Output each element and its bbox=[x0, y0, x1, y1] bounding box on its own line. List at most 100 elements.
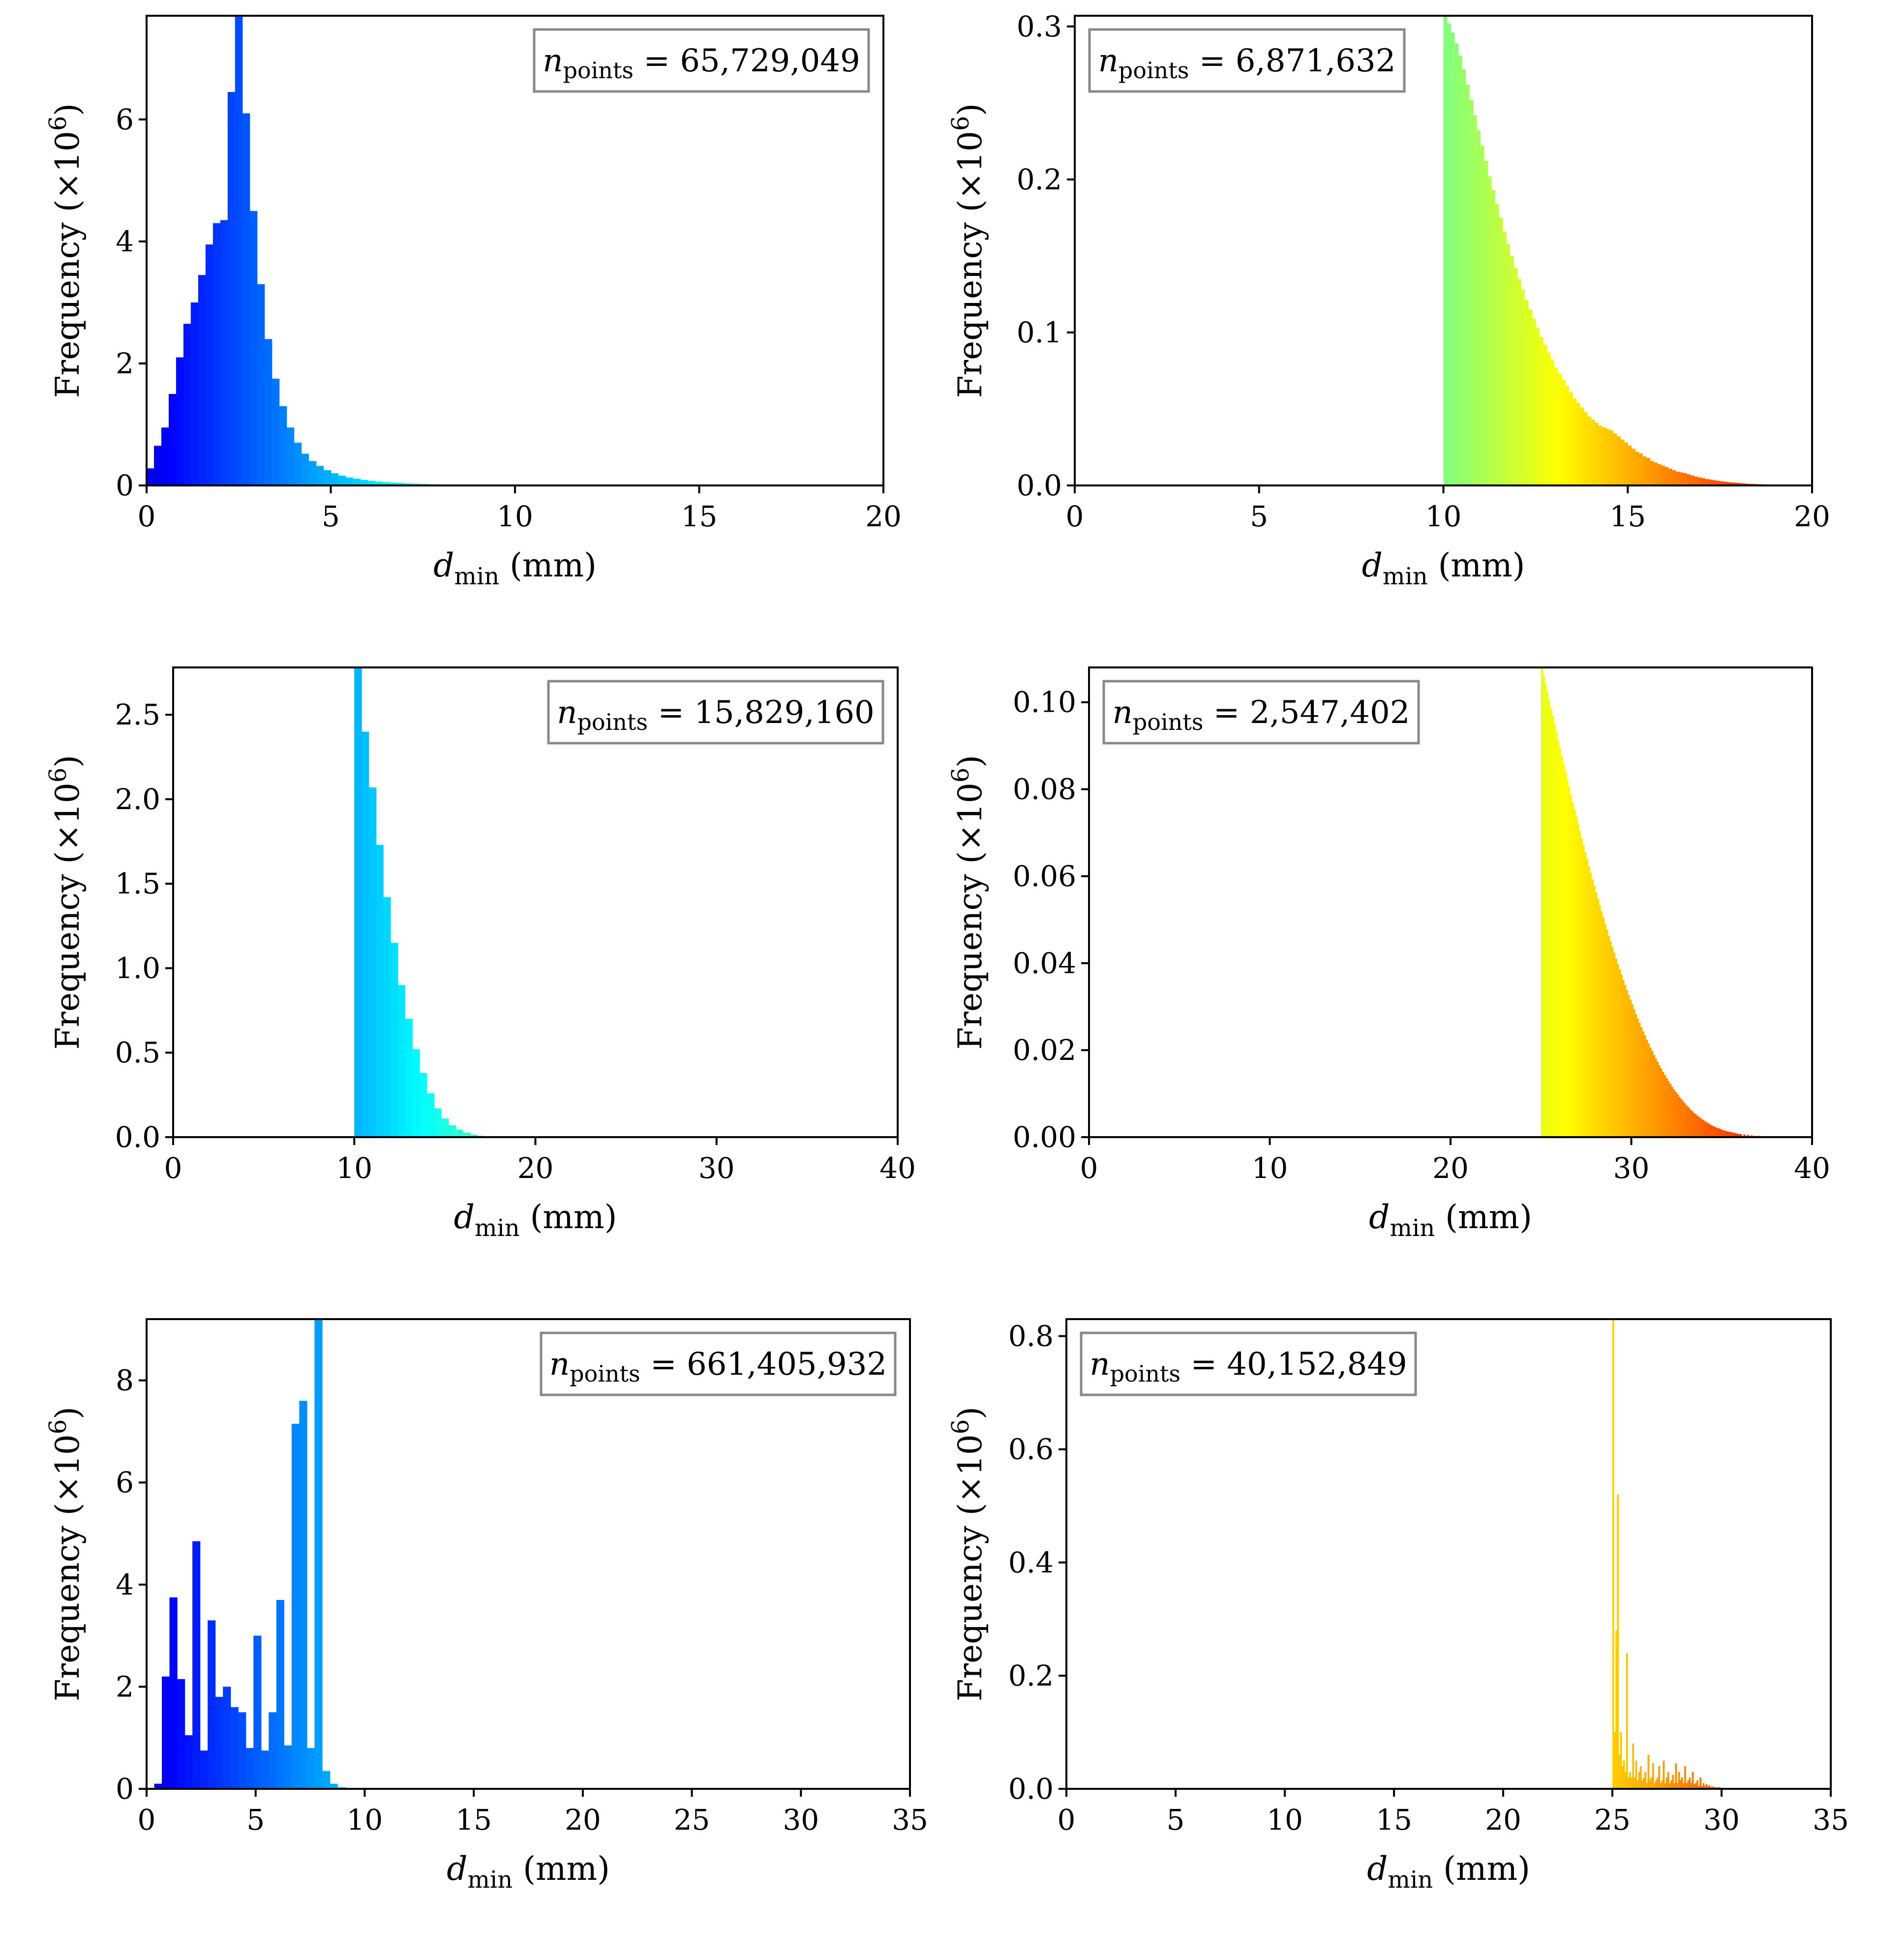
histogram-bar bbox=[1628, 446, 1632, 485]
histogram-bar bbox=[1617, 1495, 1619, 1789]
y-tick-label: 0.3 bbox=[1017, 10, 1062, 43]
histogram-bar bbox=[1469, 100, 1473, 485]
x-axis-label: dmin (mm) bbox=[1362, 546, 1525, 590]
histogram-bar bbox=[1565, 386, 1569, 485]
histogram-bar bbox=[1705, 1122, 1707, 1137]
histogram-bar bbox=[1575, 816, 1577, 1137]
histogram-bar bbox=[1451, 32, 1454, 485]
histogram-bar bbox=[292, 1424, 300, 1789]
histogram-bar bbox=[1682, 1101, 1684, 1137]
histogram-bar bbox=[1597, 899, 1599, 1137]
y-tick-label: 4 bbox=[116, 225, 134, 258]
histogram-bar bbox=[1630, 1000, 1632, 1137]
histogram-bar bbox=[1543, 345, 1547, 485]
histogram-bar bbox=[1701, 478, 1705, 485]
histogram-bar bbox=[338, 476, 346, 485]
y-tick-label: 6 bbox=[116, 1466, 134, 1499]
histogram-bar bbox=[1707, 1123, 1709, 1137]
histogram-bar bbox=[1672, 470, 1676, 485]
histogram-bar bbox=[449, 1125, 456, 1137]
x-tick-label: 20 bbox=[517, 1151, 554, 1185]
histogram-bars bbox=[354, 667, 499, 1137]
histogram-bar bbox=[1462, 69, 1466, 485]
histogram-bar bbox=[309, 461, 317, 485]
y-tick-label: 0.0 bbox=[115, 1120, 160, 1154]
x-tick-label: 30 bbox=[783, 1803, 819, 1837]
y-axis-label: Frequency (×106) bbox=[44, 1407, 87, 1701]
histogram-bar bbox=[324, 470, 332, 485]
x-tick-label: 30 bbox=[1703, 1803, 1740, 1837]
y-tick-label: 0.04 bbox=[1013, 946, 1076, 980]
histogram-bar bbox=[1499, 218, 1503, 485]
y-tick-label: 0.2 bbox=[1008, 1659, 1054, 1692]
histogram-bar bbox=[353, 479, 361, 485]
npoints-annotation: npoints = 65,729,049 bbox=[534, 30, 869, 91]
y-tick-label: 0.00 bbox=[1013, 1120, 1076, 1154]
histogram-bar bbox=[253, 1636, 261, 1789]
histogram-bar bbox=[1576, 403, 1580, 485]
histogram-bar bbox=[1689, 1109, 1691, 1137]
y-axis-label: Frequency (×106) bbox=[947, 1407, 989, 1701]
histogram-bar bbox=[1465, 85, 1469, 485]
histogram-bar bbox=[1642, 456, 1646, 485]
histogram-bar bbox=[1673, 1089, 1675, 1137]
histogram-bar bbox=[1558, 374, 1562, 485]
x-tick-label: 10 bbox=[347, 1803, 383, 1837]
histogram-bar bbox=[223, 1687, 231, 1789]
histogram-bar bbox=[1619, 969, 1621, 1137]
y-tick-label: 0 bbox=[116, 1772, 134, 1806]
y-tick-label: 0.2 bbox=[1017, 163, 1062, 196]
histogram-bar bbox=[1691, 476, 1695, 485]
histogram-bar bbox=[1620, 440, 1624, 485]
histogram-bar bbox=[1617, 436, 1621, 485]
histogram-bar bbox=[398, 985, 405, 1137]
histogram-bar bbox=[434, 1109, 441, 1137]
histogram-bar bbox=[1548, 700, 1550, 1137]
histogram-bar bbox=[242, 113, 250, 485]
histogram-bar bbox=[1587, 417, 1591, 485]
histogram-bar bbox=[1573, 398, 1576, 485]
y-tick-label: 0.0 bbox=[1017, 469, 1062, 502]
histogram-bar bbox=[1517, 279, 1521, 485]
histogram-bar bbox=[215, 1697, 223, 1789]
x-axis-label: dmin (mm) bbox=[454, 1198, 617, 1242]
histogram-bar bbox=[1588, 866, 1590, 1137]
x-tick-label: 0 bbox=[138, 500, 156, 533]
y-tick-label: 2.0 bbox=[115, 783, 160, 816]
x-tick-label: 20 bbox=[865, 500, 902, 533]
x-tick-label: 10 bbox=[1252, 1151, 1288, 1185]
x-tick-label: 10 bbox=[1425, 500, 1462, 533]
y-tick-label: 0.0 bbox=[1008, 1772, 1054, 1806]
histogram-bar bbox=[1447, 24, 1451, 485]
histogram-bar bbox=[1444, 16, 1448, 485]
y-tick-label: 2.5 bbox=[115, 698, 160, 731]
histogram-bar bbox=[1569, 392, 1573, 485]
histogram-bar bbox=[1659, 1065, 1661, 1137]
histogram-bar bbox=[1536, 328, 1540, 485]
histogram-bar bbox=[1687, 475, 1691, 485]
histogram-bar bbox=[1544, 684, 1546, 1137]
histogram-bar bbox=[1668, 469, 1672, 485]
histogram-bar bbox=[1454, 43, 1458, 485]
histogram-bars bbox=[1612, 1319, 1736, 1789]
histogram-bar bbox=[213, 223, 221, 485]
histogram-bar bbox=[1669, 1084, 1671, 1137]
y-tick-label: 1.5 bbox=[115, 867, 160, 901]
histogram-bar bbox=[1586, 859, 1588, 1137]
x-tick-label: 25 bbox=[674, 1803, 710, 1837]
histogram-bar bbox=[1572, 802, 1574, 1137]
histogram-bar bbox=[1561, 380, 1565, 485]
x-tick-label: 0 bbox=[1066, 500, 1084, 533]
histogram-bar bbox=[1649, 1048, 1651, 1137]
histogram-bar bbox=[1662, 1072, 1664, 1137]
histogram-bar bbox=[1694, 477, 1698, 485]
histogram-bar bbox=[183, 324, 191, 485]
histogram-bar bbox=[246, 1748, 254, 1789]
histogram-bar bbox=[1639, 453, 1643, 485]
histogram-bar bbox=[1609, 941, 1611, 1137]
x-tick-label: 20 bbox=[1432, 1151, 1469, 1185]
y-tick-label: 6 bbox=[116, 103, 134, 136]
histogram-bar bbox=[369, 787, 376, 1137]
histogram-bar bbox=[331, 473, 339, 485]
